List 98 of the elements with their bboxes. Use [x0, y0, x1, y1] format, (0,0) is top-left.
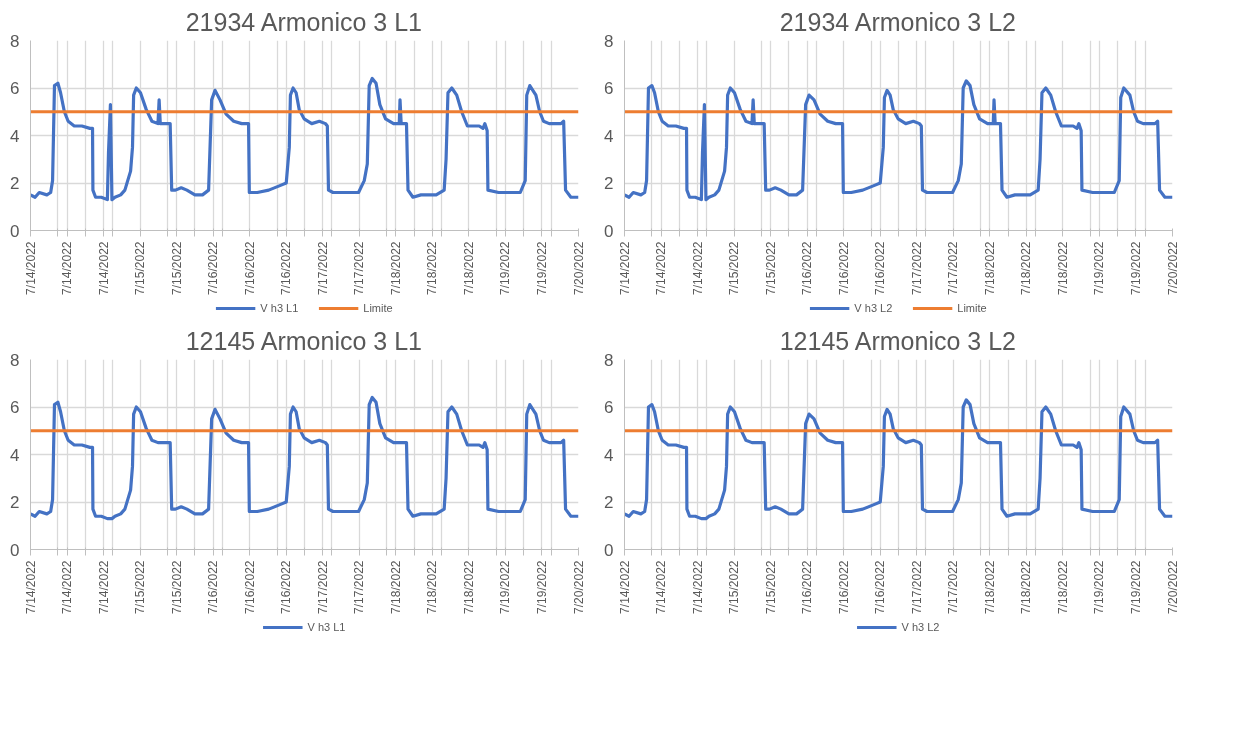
x-tick-label: 7/20/2022	[1165, 560, 1180, 614]
x-tick-label: 7/19/2022	[534, 241, 549, 295]
y-tick-label: 2	[604, 493, 614, 512]
x-tick-label: 7/15/2022	[763, 560, 778, 614]
chart-title: 21934 Armonico 3 L2	[779, 7, 1016, 36]
x-tick-label: 7/17/2022	[909, 560, 924, 614]
y-tick-label: 6	[604, 398, 614, 417]
y-tick-label: 6	[10, 79, 20, 98]
x-tick-label: 7/18/2022	[425, 560, 440, 614]
x-tick-label: 7/17/2022	[352, 560, 367, 614]
x-tick-label: 7/19/2022	[1092, 560, 1107, 614]
legend-label: Limite	[363, 302, 393, 314]
x-tick-label: 7/17/2022	[946, 241, 961, 295]
x-tick-label: 7/15/2022	[727, 241, 742, 295]
x-tick-label: 7/16/2022	[242, 560, 257, 614]
x-tick-label: 7/14/2022	[690, 241, 705, 295]
x-tick-label: 7/16/2022	[242, 241, 257, 295]
y-tick-label: 8	[604, 350, 614, 370]
y-tick-label: 0	[604, 540, 614, 560]
y-tick-label: 8	[10, 31, 20, 51]
x-tick-label: 7/14/2022	[617, 560, 632, 614]
y-tick-label: 6	[604, 79, 614, 98]
x-tick-label: 7/16/2022	[836, 560, 851, 614]
chart-title: 12145 Armonico 3 L1	[185, 326, 422, 355]
x-tick-label: 7/19/2022	[1128, 560, 1143, 614]
y-tick-label: 2	[10, 493, 20, 512]
y-tick-label: 0	[10, 540, 20, 560]
x-tick-label: 7/18/2022	[1019, 241, 1034, 295]
y-tick-label: 4	[10, 445, 20, 465]
x-tick-label: 7/18/2022	[461, 241, 476, 295]
y-tick-label: 0	[604, 221, 614, 241]
x-tick-label: 7/15/2022	[169, 241, 184, 295]
x-tick-label: 7/20/2022	[571, 560, 586, 614]
y-tick-label: 4	[10, 126, 20, 146]
x-tick-label: 7/18/2022	[1019, 560, 1034, 614]
x-tick-label: 7/19/2022	[1092, 241, 1107, 295]
x-tick-label: 7/14/2022	[96, 241, 111, 295]
legend-label: V h3 L1	[260, 302, 299, 314]
x-tick-label: 7/14/2022	[654, 241, 669, 295]
y-tick-label: 2	[10, 174, 20, 193]
x-tick-label: 7/16/2022	[206, 560, 221, 614]
x-tick-label: 7/17/2022	[352, 241, 367, 295]
x-tick-label: 7/14/2022	[60, 560, 75, 614]
x-tick-label: 7/15/2022	[727, 560, 742, 614]
x-tick-label: 7/15/2022	[133, 241, 148, 295]
y-tick-label: 8	[10, 350, 20, 370]
x-tick-label: 7/17/2022	[946, 560, 961, 614]
x-tick-label: 7/16/2022	[800, 560, 815, 614]
x-tick-label: 7/18/2022	[1055, 560, 1070, 614]
x-tick-label: 7/17/2022	[315, 241, 330, 295]
x-tick-label: 7/16/2022	[873, 241, 888, 295]
x-tick-label: 7/19/2022	[498, 560, 513, 614]
x-tick-label: 7/14/2022	[23, 241, 38, 295]
legend-label: V h3 L2	[901, 621, 940, 633]
x-tick-label: 7/14/2022	[60, 241, 75, 295]
x-tick-label: 7/19/2022	[1128, 241, 1143, 295]
x-tick-label: 7/16/2022	[279, 560, 294, 614]
x-tick-label: 7/20/2022	[1165, 241, 1180, 295]
x-tick-label: 7/18/2022	[388, 560, 403, 614]
legend-label: Limite	[957, 302, 987, 314]
x-tick-label: 7/17/2022	[909, 241, 924, 295]
x-tick-label: 7/18/2022	[1055, 241, 1070, 295]
y-tick-label: 6	[10, 398, 20, 417]
line-series	[30, 76, 579, 202]
y-tick-label: 8	[604, 31, 614, 51]
line-series	[30, 395, 579, 521]
y-tick-label: 2	[604, 174, 614, 193]
legend-label: V h3 L2	[854, 302, 893, 314]
x-tick-label: 7/18/2022	[425, 241, 440, 295]
chart-title: 12145 Armonico 3 L2	[779, 326, 1016, 355]
x-tick-label: 7/15/2022	[763, 241, 778, 295]
x-tick-label: 7/18/2022	[388, 241, 403, 295]
x-tick-label: 7/16/2022	[279, 241, 294, 295]
x-tick-label: 7/14/2022	[96, 560, 111, 614]
x-tick-label: 7/15/2022	[133, 560, 148, 614]
x-tick-label: 7/18/2022	[982, 560, 997, 614]
x-tick-label: 7/18/2022	[982, 241, 997, 295]
x-tick-label: 7/17/2022	[315, 560, 330, 614]
legend-label: V h3 L1	[307, 621, 346, 633]
x-tick-label: 7/16/2022	[800, 241, 815, 295]
y-tick-label: 4	[604, 445, 614, 465]
x-tick-label: 7/20/2022	[571, 241, 586, 295]
chart-title: 21934 Armonico 3 L1	[185, 7, 422, 36]
y-tick-label: 4	[604, 126, 614, 146]
x-tick-label: 7/19/2022	[534, 560, 549, 614]
line-series	[624, 79, 1173, 202]
x-tick-label: 7/14/2022	[617, 241, 632, 295]
x-tick-label: 7/16/2022	[206, 241, 221, 295]
x-tick-label: 7/19/2022	[498, 241, 513, 295]
x-tick-label: 7/16/2022	[873, 560, 888, 614]
x-tick-label: 7/14/2022	[23, 560, 38, 614]
x-tick-label: 7/15/2022	[169, 560, 184, 614]
x-tick-label: 7/18/2022	[461, 560, 476, 614]
x-tick-label: 7/16/2022	[836, 241, 851, 295]
y-tick-label: 0	[10, 221, 20, 241]
x-tick-label: 7/14/2022	[690, 560, 705, 614]
line-series	[624, 398, 1173, 521]
x-tick-label: 7/14/2022	[654, 560, 669, 614]
